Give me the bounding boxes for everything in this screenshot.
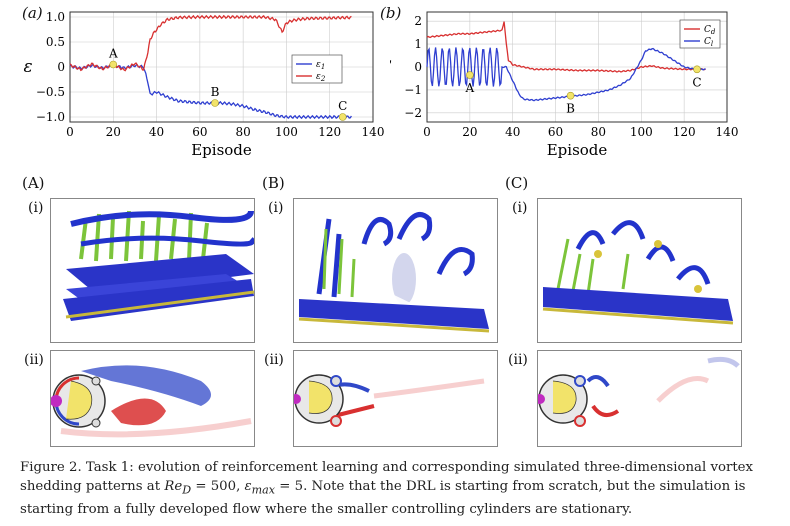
x-tick-label-4: 80 (591, 125, 606, 139)
legend-box (291, 54, 343, 84)
legend-label-sub-Cd: d (711, 28, 716, 36)
annotation-marker-C (693, 65, 701, 74)
legend-label-Cl: Cl (704, 37, 713, 48)
vortex-3d-render-A (50, 198, 255, 343)
y-tick-label-2: 0 (414, 60, 422, 74)
figure-caption: Figure 2. Task 1: evolution of reinforce… (20, 458, 760, 519)
annotation-marker-B (211, 99, 219, 107)
y-tick-label-3: −0.5 (36, 85, 65, 99)
x-tick-label-3: 60 (548, 125, 563, 139)
x-tick-label-1: 20 (462, 125, 477, 139)
row-letter-A: (A) (22, 174, 45, 192)
caption-eps-sub: max (251, 483, 276, 497)
annotation-marker-A (109, 60, 118, 69)
caption-prefix: Figure 2. Task 1: evolution of reinforce… (20, 460, 754, 494)
row-letter-C: (C) (505, 174, 529, 192)
series-line-Cl (426, 47, 706, 102)
sub-letter-B-ii: (ii) (264, 352, 284, 368)
x-tick-label-3: 60 (192, 125, 207, 139)
x-tick-label-2: 40 (149, 125, 164, 139)
x-tick-label-0: 0 (423, 125, 431, 139)
x-tick-label-4: 80 (236, 125, 251, 139)
x-axis-label: Episode (191, 141, 252, 159)
sub-letter-A-ii: (ii) (24, 352, 44, 368)
y-axis-label: ε (23, 57, 32, 77)
x-tick-label-6: 120 (318, 125, 341, 139)
x-tick-label-7: 140 (716, 125, 739, 139)
vorticity-field-C (537, 350, 742, 447)
x-tick-label-5: 100 (275, 125, 298, 139)
y-tick-label-2: 0 (57, 60, 65, 74)
y-axis-label: C (390, 57, 392, 77)
legend-label-Cd: Cd (704, 25, 716, 36)
legend-label-ε1: ε1 (316, 60, 325, 71)
annotation-marker-B (566, 91, 575, 100)
x-tick-label-0: 0 (66, 125, 74, 139)
y-tick-label-0: 2 (414, 14, 422, 28)
caption-re-symbol: Re (164, 479, 183, 494)
x-tick-label-2: 40 (505, 125, 520, 139)
y-tick-label-3: −1 (404, 83, 422, 97)
cylinder-render (63, 254, 254, 321)
cylinder-render (542, 287, 734, 325)
legend-box (679, 19, 721, 49)
y-tick-label-4: −2 (404, 106, 422, 120)
caption-eps-symbol: ε (244, 479, 252, 494)
x-axis-label: Episode (547, 141, 608, 159)
annotation-label-A: A (108, 47, 118, 61)
x-tick-label-1: 20 (106, 125, 121, 139)
annotation-marker-A (466, 71, 474, 79)
x-tick-label-6: 120 (673, 125, 696, 139)
sub-letter-A-i: (i) (28, 200, 44, 216)
vortex-3d-render-B (293, 198, 498, 343)
chart-a: 0 20 40 60 80 100 120 140 1.0 0.5 0 −0.5 −1.0 Episode… (23, 10, 385, 159)
annotation-label-B: B (211, 85, 220, 99)
vortex-loops (556, 220, 711, 295)
annotation-label-C: C (692, 75, 701, 89)
panel-letter-b: (b) (380, 4, 402, 22)
axes-frame (69, 11, 374, 123)
y-tick-label-0: 1.0 (46, 10, 65, 24)
legend-label-sub-Cl: l (711, 40, 713, 48)
caption-re-sub: D (182, 483, 192, 497)
sub-letter-B-i: (i) (268, 200, 284, 216)
x-tick-label-7: 140 (362, 125, 385, 139)
caption-re-value: = 500, (191, 479, 245, 494)
series-line-Cd (426, 21, 706, 73)
annotation-marker-C (338, 113, 347, 121)
y-tick-label-1: 1 (414, 37, 422, 51)
panel-letter-a: (a) (22, 4, 43, 22)
vortex-3d-render-C (537, 198, 742, 343)
row-letter-B: (B) (262, 174, 285, 192)
annotation-label-C: C (338, 99, 347, 113)
x-tick-label-5: 100 (630, 125, 653, 139)
legend-label-sub-ε1: 1 (321, 63, 325, 71)
series-line-ε2 (69, 14, 352, 72)
sub-letter-C-i: (i) (512, 200, 528, 216)
y-tick-label-1: 0.5 (46, 35, 65, 49)
annotation-label-A: A (465, 81, 475, 95)
caption-suffix: = 5. Note that the DRL is starting from … (20, 479, 746, 517)
vorticity-field-A (50, 350, 255, 447)
vorticity-field-B (293, 350, 498, 447)
y-tick-label-4: −1.0 (36, 110, 65, 124)
sub-letter-C-ii: (ii) (508, 352, 528, 368)
cylinder-render (298, 299, 490, 333)
legend-label-sub-ε2: 2 (320, 75, 326, 83)
annotation-label-B: B (566, 102, 575, 116)
legend-label-ε2: ε2 (316, 72, 326, 83)
